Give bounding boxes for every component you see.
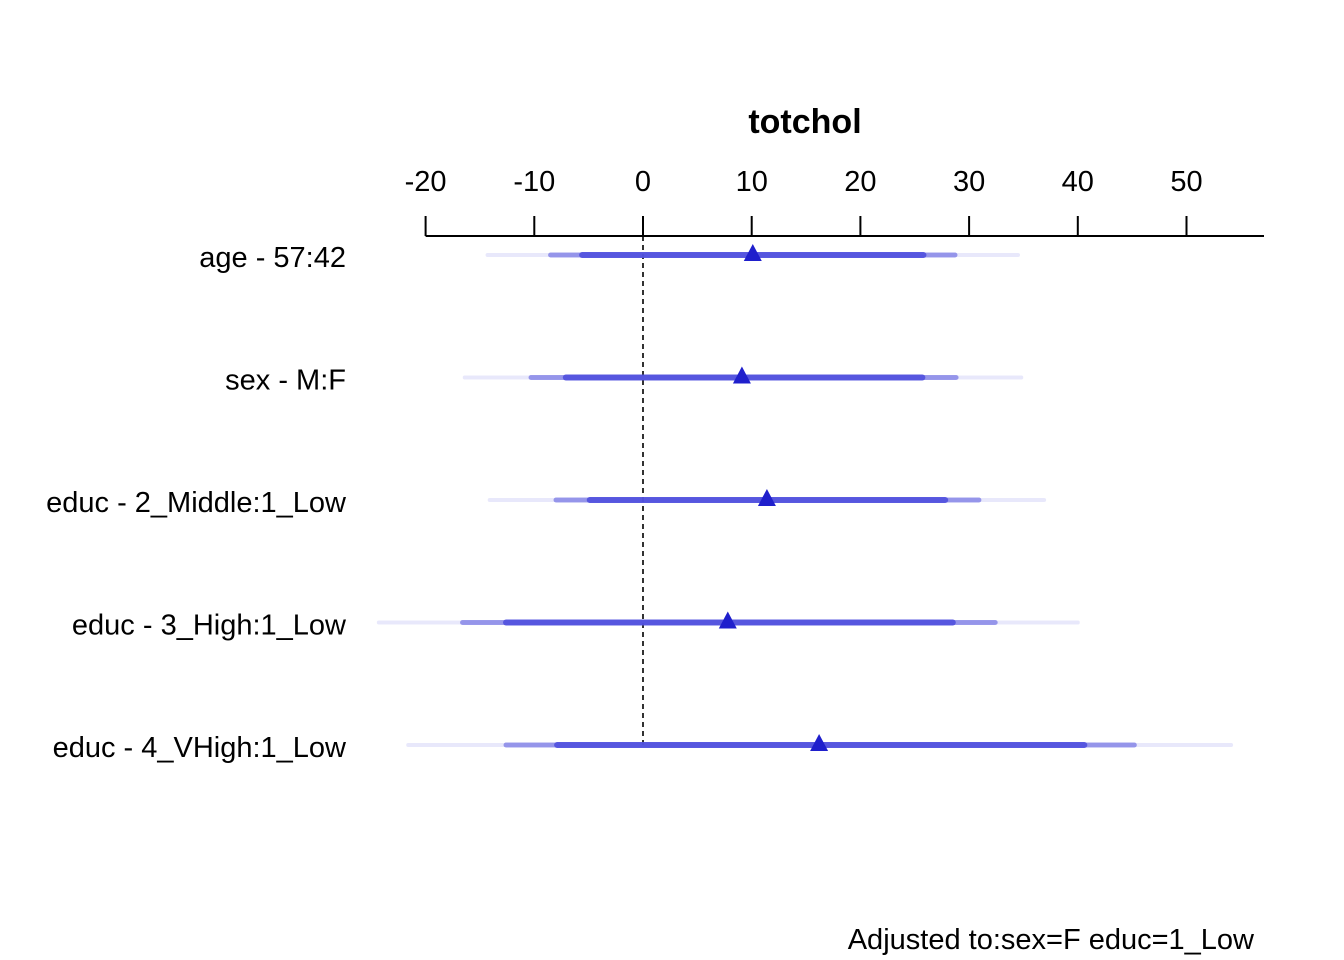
row-label: age - 57:42 [199, 242, 346, 274]
row-label: educ - 4_VHigh:1_Low [53, 732, 347, 764]
x-tick-label: 50 [1170, 166, 1202, 198]
point-estimate-marker [732, 366, 751, 384]
x-tick-label: 20 [844, 166, 876, 198]
x-tick-label: 10 [736, 166, 768, 198]
point-estimate-marker [718, 611, 737, 629]
row-label: educ - 2_Middle:1_Low [46, 487, 347, 519]
x-tick-label: -10 [513, 166, 555, 198]
point-estimate-marker [810, 734, 829, 751]
row-label: sex - M:F [225, 365, 346, 397]
estimate-row: educ - 3_High:1_Low [72, 610, 1080, 642]
point-estimate-marker [743, 244, 762, 261]
row-label: educ - 3_High:1_Low [72, 610, 347, 642]
estimate-row: educ - 2_Middle:1_Low [46, 487, 1047, 519]
x-tick-label: -20 [405, 166, 447, 198]
x-axis: -20 -10 0 10 20 30 40 50 [405, 166, 1264, 237]
estimate-row: age - 57:42 [199, 242, 1021, 274]
x-tick-label: 40 [1062, 166, 1094, 198]
estimate-rows: age - 57:42 sex - M:F educ - 2_Middle:1_Lo… [46, 242, 1234, 764]
estimate-row: sex - M:F [225, 365, 1024, 397]
chart-title: totchol [748, 103, 861, 141]
estimate-row: educ - 4_VHigh:1_Low [53, 732, 1234, 764]
x-tick-label: 30 [953, 166, 985, 198]
adjustment-footnote: Adjusted to:sex=F educ=1_Low [848, 924, 1255, 956]
x-tick-label: 0 [635, 166, 651, 198]
point-estimate-marker [757, 489, 776, 506]
